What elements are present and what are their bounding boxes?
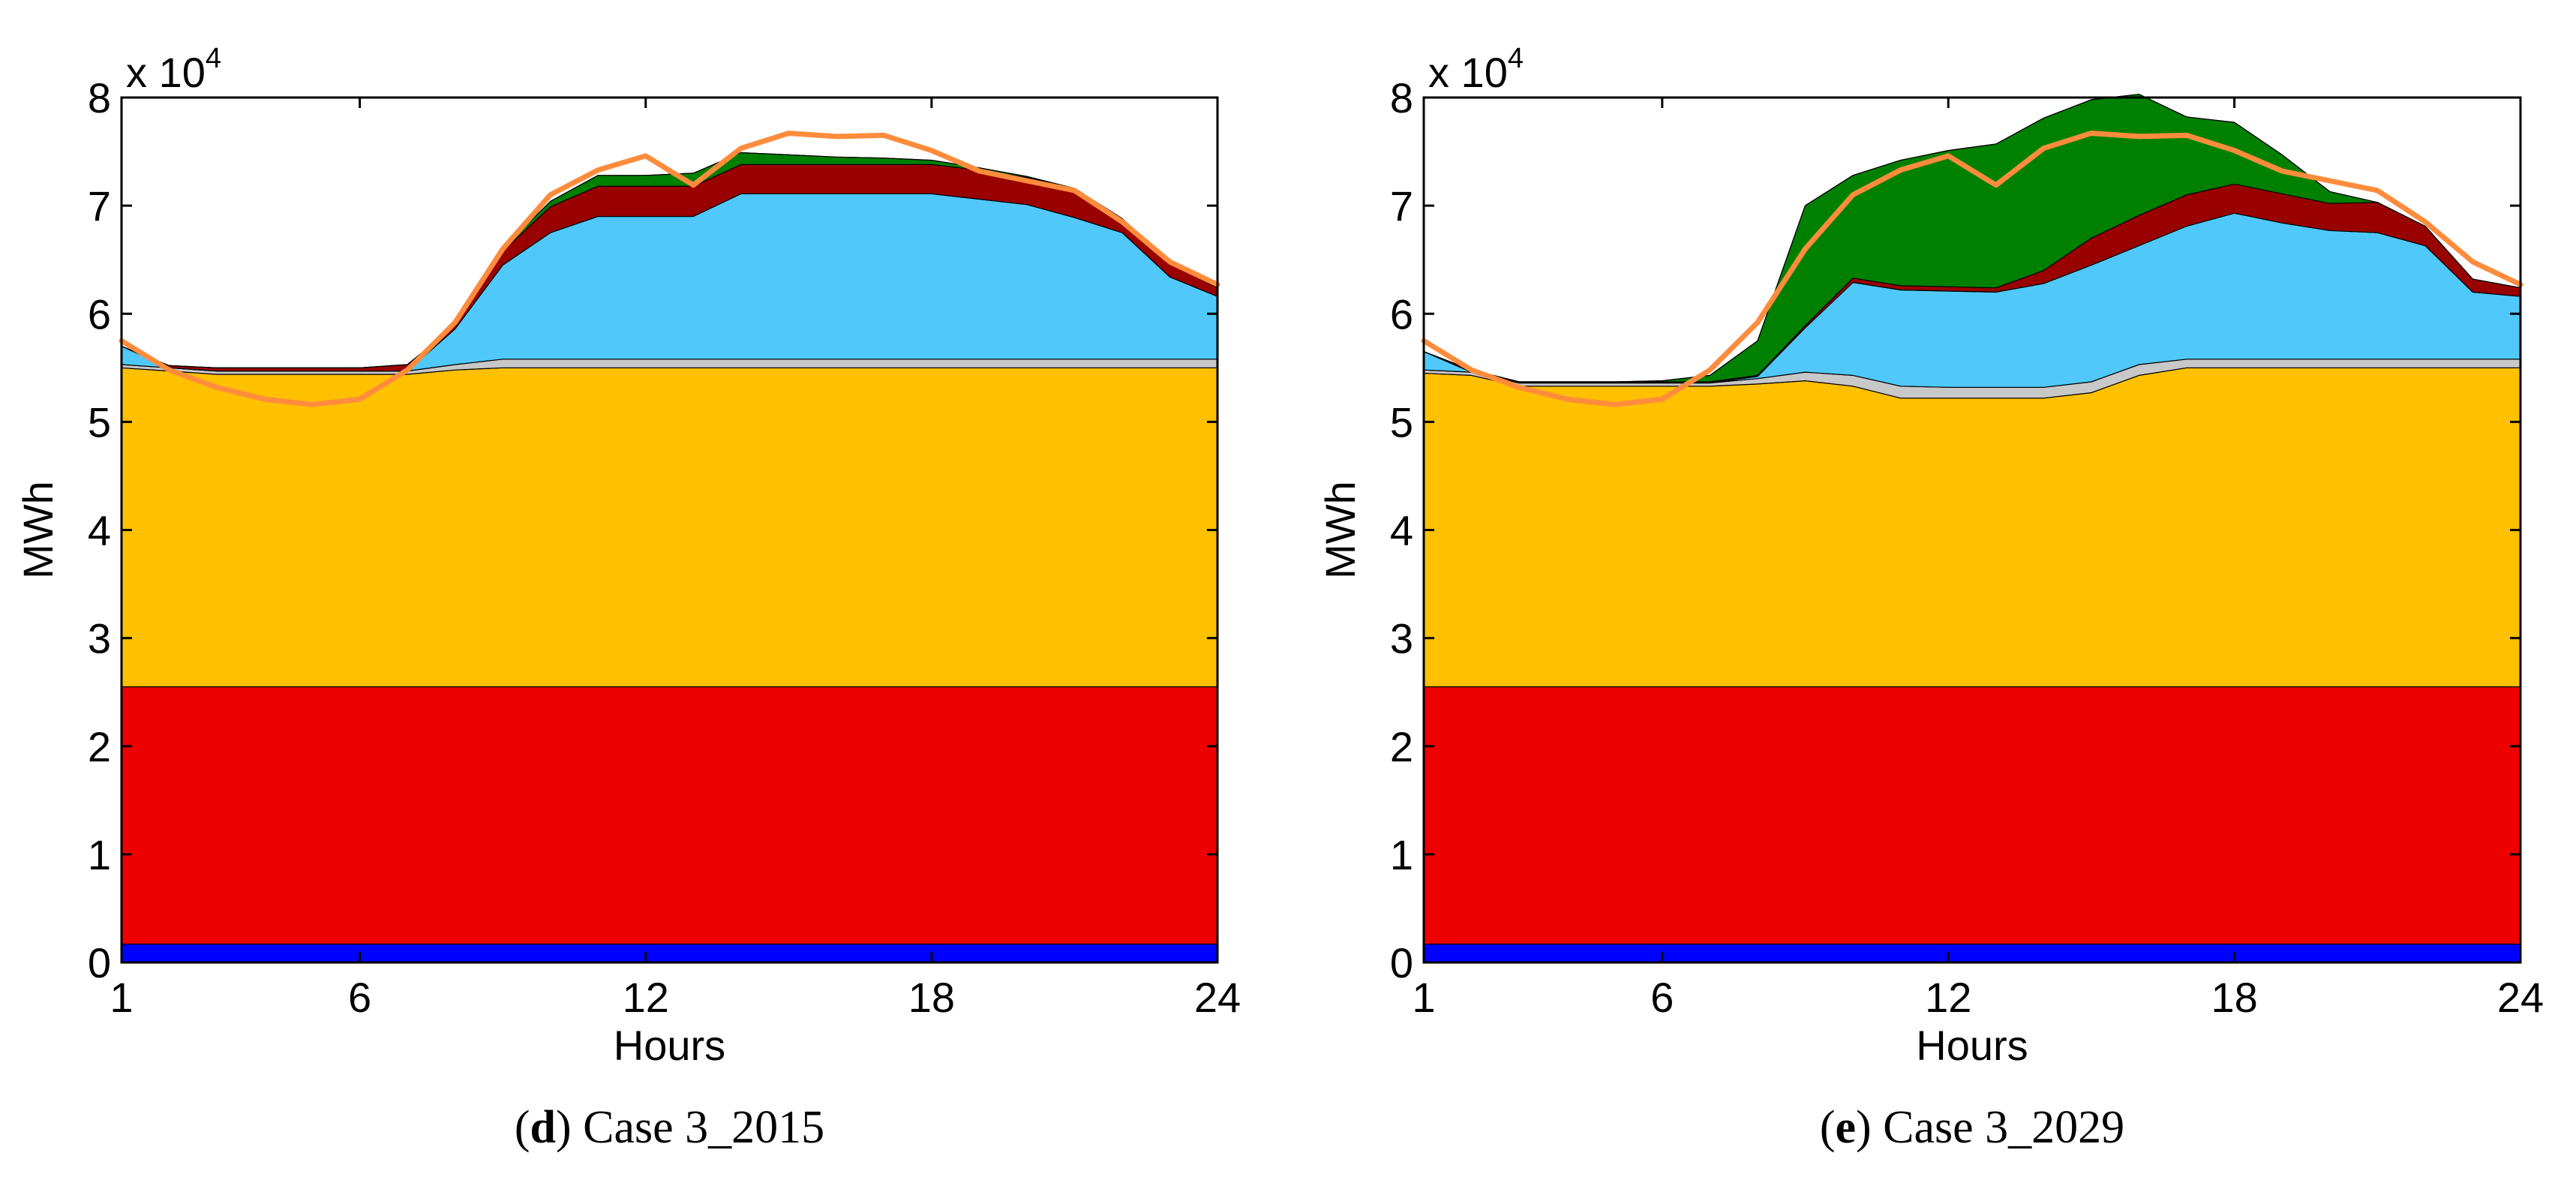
chart-e-x-tick-label-4: 24	[2497, 974, 2544, 1021]
chart-e-area-layer-blue	[1423, 943, 2521, 963]
chart-e-caption-title: Case 3_2029	[1883, 1102, 2124, 1153]
chart-d-y-axis-title: MWh	[14, 481, 62, 579]
chart-e-y-tick-label-4: 4	[1390, 507, 1413, 554]
chart-e-x-ticks: 1 6 12 18 24	[1412, 98, 2544, 1021]
chart-d-y-tick-label-6: 6	[88, 290, 111, 338]
chart-e-y-axis-title: MWh	[1317, 481, 1364, 579]
chart-d-x-tick-label-3: 18	[908, 974, 955, 1021]
chart-d-y-tick-label-1: 1	[88, 831, 111, 878]
chart-d-y-ticks: 0 1 2 3 4 5 6 7 8	[88, 74, 1217, 986]
chart-d-y-tick-label-3: 3	[88, 615, 111, 662]
chart-e-y-ticks: 0 1 2 3 4 5 6 7 8	[1390, 74, 2520, 986]
chart-d-x-ticks: 1 6 12 18 24	[110, 98, 1241, 1021]
chart-d-x-tick-label-4: 24	[1194, 974, 1241, 1021]
chart-d-exponent-power: 4	[206, 43, 221, 74]
chart-d-demand-line	[119, 131, 1220, 407]
chart-d-x-tick-label-2: 12	[623, 974, 669, 1021]
chart-e-y-tick-label-6: 6	[1390, 290, 1413, 338]
chart-e-exponent-base: x 10	[1428, 49, 1508, 96]
chart-e-exponent-label: x 104	[1428, 43, 1524, 96]
chart-d-y-tick-label-2: 2	[88, 723, 111, 770]
chart-d-exponent-label: x 104	[126, 43, 221, 96]
chart-e-area-layer-orange	[1423, 367, 2521, 688]
chart-e-area-layer-red	[1423, 686, 2521, 945]
chart-e-x-tick-label-3: 18	[2211, 974, 2257, 1021]
chart-d-area-layer-red	[121, 686, 1218, 945]
chart-d-x-tick-label-0: 1	[110, 974, 133, 1021]
chart-d-y-tick-label-7: 7	[88, 182, 111, 230]
chart-d-caption-title: Case 3_2015	[583, 1102, 824, 1153]
chart-e-y-tick-label-5: 5	[1390, 398, 1413, 446]
chart-d-caption-close: )	[556, 1102, 583, 1153]
chart-e-caption-close: )	[1856, 1102, 1883, 1153]
chart-d-y-tick-label-4: 4	[88, 507, 111, 554]
chart-e-x-axis-title: Hours	[1916, 1022, 2028, 1069]
chart-d-area-layer-orange	[121, 367, 1218, 688]
chart-e-caption-letter: e	[1835, 1102, 1856, 1153]
chart-d-y-tick-label-8: 8	[88, 74, 111, 122]
chart-d-x-axis-title: Hours	[614, 1022, 725, 1069]
chart-e-y-tick-label-2: 2	[1390, 723, 1413, 770]
chart-d-x-tick-label-1: 6	[348, 974, 371, 1021]
chart-d-exponent-base: x 10	[126, 49, 206, 96]
chart-e-y-tick-label-3: 3	[1390, 615, 1413, 662]
chart-e-y-tick-label-0: 0	[1390, 939, 1413, 986]
chart-e-caption-open: (	[1820, 1102, 1836, 1153]
chart-e-x-tick-label-0: 1	[1412, 974, 1435, 1021]
chart-d-y-tick-label-5: 5	[88, 398, 111, 446]
chart-e-y-tick-label-7: 7	[1390, 182, 1413, 230]
chart-e-x-tick-label-2: 12	[1925, 974, 1971, 1021]
chart-d-areas	[121, 152, 1218, 963]
chart-e-y-tick-label-1: 1	[1390, 831, 1413, 878]
chart-e-demand-line	[1421, 131, 2523, 407]
chart-e-exponent-power: 4	[1508, 43, 1524, 74]
chart-d-demand-polyline	[119, 131, 1220, 407]
chart-d-caption-letter: d	[530, 1102, 555, 1153]
chart-e-x-tick-label-1: 6	[1650, 974, 1674, 1021]
chart-e-caption: (e) Case 3_2029	[1820, 1102, 2124, 1153]
chart-d-caption: (d) Case 3_2015	[515, 1102, 824, 1153]
chart-d-area-layer-blue	[121, 943, 1218, 963]
chart-d-caption-open: (	[515, 1102, 530, 1153]
chart-e-demand-polyline	[1421, 131, 2523, 407]
chart-d-y-tick-label-0: 0	[88, 939, 111, 986]
chart-e-y-tick-label-8: 8	[1390, 74, 1413, 122]
